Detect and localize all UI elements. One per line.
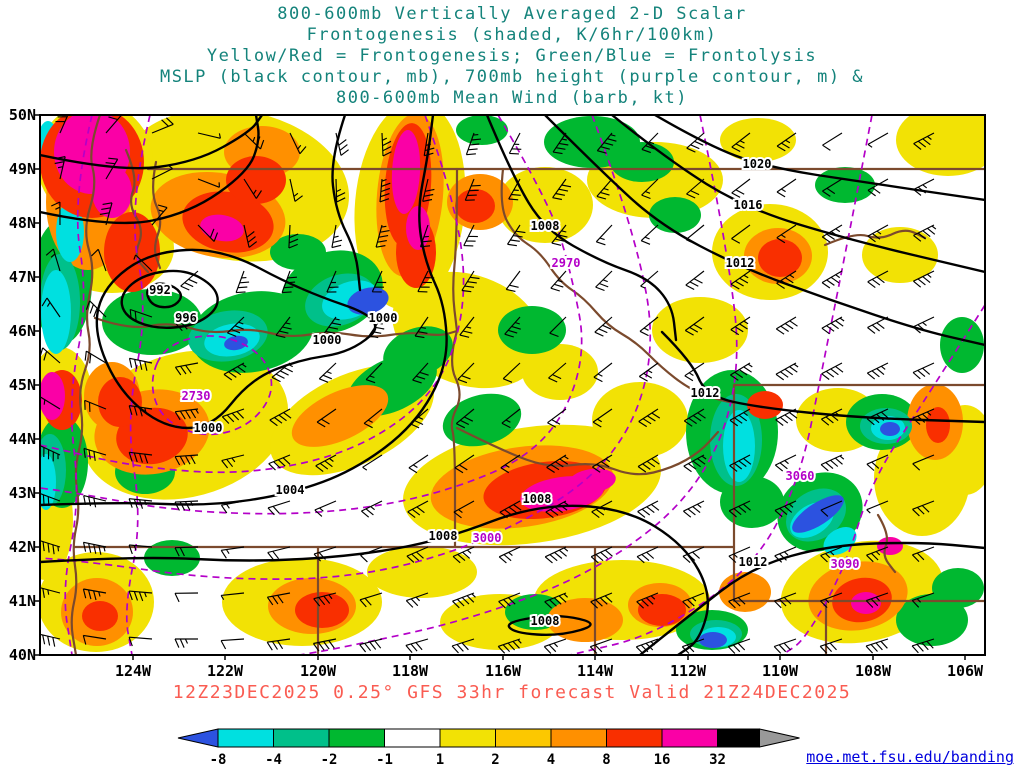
height-contours [40, 115, 985, 655]
axis-labels: 50N 49N 48N 47N 46N 45N 44N 43N 42N 41N 40N 124W 122… [9, 106, 984, 680]
title-line-2: Frontogenesis (shaded, K/6hr/100km) [306, 25, 718, 45]
svg-text:1004: 1004 [276, 483, 305, 497]
svg-text:44N: 44N [9, 430, 36, 448]
credit-link[interactable]: moe.met.fsu.edu/banding [806, 748, 1014, 766]
svg-text:49N: 49N [9, 160, 36, 178]
svg-text:48N: 48N [9, 214, 36, 232]
wind-barbs [40, 115, 937, 655]
svg-text:114W: 114W [577, 662, 614, 680]
svg-text:1016: 1016 [734, 198, 763, 212]
svg-text:1012: 1012 [691, 386, 720, 400]
svg-text:1000: 1000 [194, 421, 223, 435]
svg-text:110W: 110W [762, 662, 799, 680]
frontogenesis-shading [40, 115, 985, 652]
svg-text:1008: 1008 [429, 529, 458, 543]
title-line-1: 800-600mb Vertically Averaged 2-D Scalar [277, 4, 747, 24]
svg-text:16: 16 [654, 752, 671, 768]
svg-text:1012: 1012 [726, 256, 755, 270]
svg-text:996: 996 [175, 311, 197, 325]
chart-title: 800-600mb Vertically Averaged 2-D Scalar… [0, 4, 1024, 109]
svg-text:8: 8 [602, 752, 610, 768]
svg-text:32: 32 [709, 752, 726, 768]
svg-text:45N: 45N [9, 376, 36, 394]
mslp-isobars [40, 115, 985, 655]
svg-text:1: 1 [436, 752, 444, 768]
svg-text:1000: 1000 [369, 311, 398, 325]
svg-text:3000: 3000 [473, 531, 502, 545]
svg-text:1012: 1012 [739, 555, 768, 569]
svg-text:2970: 2970 [552, 256, 581, 270]
svg-text:124W: 124W [115, 662, 152, 680]
svg-text:3060: 3060 [786, 469, 815, 483]
svg-text:3090: 3090 [831, 557, 860, 571]
svg-text:992: 992 [149, 283, 171, 297]
svg-text:4: 4 [547, 752, 555, 768]
svg-text:2730: 2730 [182, 389, 211, 403]
contour-labels: 2730 2970 3000 3060 3090 992 996 1000 1000 1000 10… [147, 155, 861, 630]
svg-text:-8: -8 [210, 752, 227, 768]
svg-text:41N: 41N [9, 592, 36, 610]
svg-text:116W: 116W [485, 662, 522, 680]
svg-text:50N: 50N [9, 106, 36, 124]
title-line-4: MSLP (black contour, mb), 700mb height (… [159, 67, 865, 87]
svg-text:112W: 112W [670, 662, 707, 680]
svg-text:106W: 106W [947, 662, 984, 680]
forecast-caption: 12Z23DEC2025 0.25° GFS 33hr forecast Val… [172, 682, 852, 703]
colorbar-left-arrow [177, 728, 219, 748]
colorbar-right-arrow [759, 728, 800, 748]
svg-text:42N: 42N [9, 538, 36, 556]
svg-text:-4: -4 [265, 752, 282, 768]
svg-text:2: 2 [491, 752, 499, 768]
svg-text:1008: 1008 [531, 219, 560, 233]
svg-text:1020: 1020 [743, 157, 772, 171]
svg-text:43N: 43N [9, 484, 36, 502]
svg-text:1008: 1008 [523, 492, 552, 506]
title-line-3: Yellow/Red = Frontogenesis; Green/Blue =… [206, 46, 818, 66]
svg-text:40N: 40N [9, 646, 36, 664]
svg-text:-1: -1 [376, 752, 393, 768]
colorbar: -8 -4 -2 -1 1 2 4 8 16 32 [177, 728, 800, 768]
svg-text:-2: -2 [321, 752, 338, 768]
title-line-5: 800-600mb Mean Wind (barb, kt) [335, 88, 689, 108]
svg-text:1008: 1008 [531, 614, 560, 628]
svg-text:118W: 118W [392, 662, 429, 680]
svg-text:46N: 46N [9, 322, 36, 340]
svg-text:120W: 120W [300, 662, 337, 680]
svg-text:47N: 47N [9, 268, 36, 286]
svg-text:1000: 1000 [313, 333, 342, 347]
svg-text:122W: 122W [207, 662, 244, 680]
svg-text:108W: 108W [855, 662, 892, 680]
